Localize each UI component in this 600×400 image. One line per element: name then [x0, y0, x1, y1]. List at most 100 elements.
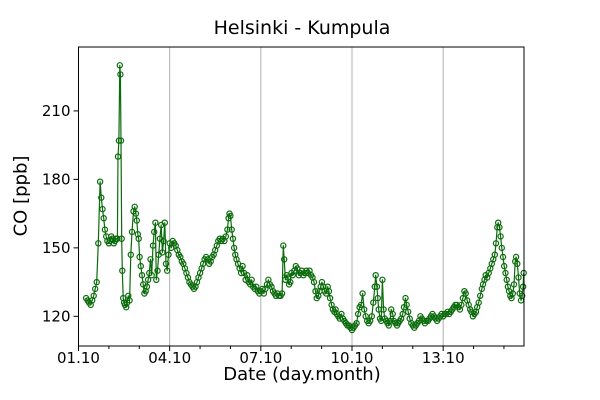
data-point-marker: [501, 262, 508, 270]
data-point-marker: [380, 306, 387, 313]
data-point-marker: [312, 288, 319, 295]
data-point-marker: [127, 251, 134, 258]
data-point-marker: [147, 256, 154, 263]
data-point-marker: [359, 290, 366, 297]
data-point-marker: [354, 310, 362, 318]
data-point-marker: [136, 253, 143, 261]
data-point-marker: [135, 235, 142, 242]
data-point-marker: [281, 256, 288, 263]
data-line: [85, 64, 525, 331]
data-point-marker: [143, 283, 151, 290]
data-point-marker: [491, 251, 498, 258]
data-point-marker: [243, 272, 251, 279]
data-point-marker: [237, 269, 245, 277]
data-point-marker: [496, 224, 503, 231]
data-point-marker: [499, 253, 507, 261]
data-point-marker: [326, 294, 334, 302]
data-point-marker: [399, 310, 406, 318]
data-point-marker: [475, 299, 482, 306]
data-point-marker: [462, 290, 469, 297]
data-point-marker: [492, 240, 500, 247]
data-point-marker: [149, 242, 157, 249]
data-point-marker: [379, 276, 386, 283]
data-point-marker: [512, 253, 520, 261]
data-point-marker: [144, 276, 152, 283]
data-point-marker: [371, 283, 378, 290]
x-tick-label: 07.10: [239, 349, 282, 367]
data-point-marker: [224, 226, 231, 233]
data-point-marker: [101, 226, 109, 233]
data-point-marker: [287, 278, 294, 286]
data-point-marker: [361, 306, 368, 313]
data-point-marker: [228, 226, 235, 233]
data-point-marker: [153, 276, 160, 283]
data-point-marker: [154, 267, 161, 274]
data-point-marker: [370, 299, 377, 306]
data-point-marker: [357, 301, 365, 309]
data-point-marker: [403, 301, 410, 309]
data-point-marker: [132, 210, 140, 217]
data-point-marker: [374, 294, 381, 302]
data-point-marker: [161, 219, 168, 226]
data-point-marker: [373, 283, 381, 290]
data-point-marker: [163, 267, 171, 274]
data-point-marker: [402, 294, 409, 302]
data-point-marker: [150, 228, 158, 236]
data-point-marker: [165, 251, 172, 258]
data-point-marker: [96, 178, 104, 185]
data-point-marker: [126, 297, 133, 304]
data-point-marker: [131, 203, 138, 210]
data-point-marker: [497, 233, 504, 240]
data-point-marker: [100, 214, 107, 222]
data-point-marker: [510, 281, 518, 288]
data-point-marker: [368, 313, 375, 320]
data-point-marker: [405, 308, 412, 315]
data-point-marker: [98, 194, 105, 201]
data-point-marker: [509, 290, 516, 297]
data-point-marker: [222, 233, 230, 240]
data-point-marker: [248, 276, 255, 283]
data-point-marker: [372, 272, 379, 279]
data-point-marker: [515, 274, 522, 281]
x-tick-label: 10.10: [331, 349, 374, 367]
data-point-marker: [152, 219, 159, 226]
data-point-marker: [502, 269, 509, 277]
data-point-marker: [91, 285, 99, 293]
data-point-marker: [148, 272, 155, 279]
data-point-marker: [514, 260, 521, 267]
data-point-marker: [99, 205, 106, 213]
data-point-marker: [325, 288, 333, 295]
x-tick-label: 13.10: [422, 349, 465, 367]
data-point-marker: [90, 292, 97, 299]
data-point-marker: [119, 267, 126, 274]
data-point-marker: [239, 262, 246, 270]
data-point-marker: [128, 228, 136, 236]
data-point-marker: [477, 292, 484, 299]
data-point-marker: [162, 260, 170, 267]
data-point-marker: [133, 217, 140, 224]
plot-border: [78, 46, 525, 347]
data-point-marker: [138, 272, 146, 279]
data-point-marker: [114, 235, 121, 242]
data-point-marker: [117, 137, 125, 144]
data-point-marker: [310, 278, 318, 286]
data-point-marker: [116, 62, 124, 69]
data-point-marker: [118, 235, 125, 242]
data-point-marker: [498, 244, 505, 252]
x-axis-label: Date (day.month): [223, 364, 381, 385]
data-point-marker: [280, 242, 287, 249]
data-point-marker: [95, 240, 102, 247]
data-point-marker: [115, 137, 123, 144]
chart-title: Helsinki - Kumpula: [213, 17, 391, 39]
data-point-marker: [137, 262, 144, 270]
data-point-marker: [386, 317, 394, 325]
y-tick-label: 180: [42, 170, 71, 188]
data-point-marker: [353, 320, 360, 327]
x-tick-label: 04.10: [148, 349, 191, 367]
y-tick-label: 210: [42, 102, 71, 120]
data-point-marker: [160, 237, 167, 245]
data-point-marker: [93, 278, 100, 286]
data-point-marker: [117, 71, 124, 78]
